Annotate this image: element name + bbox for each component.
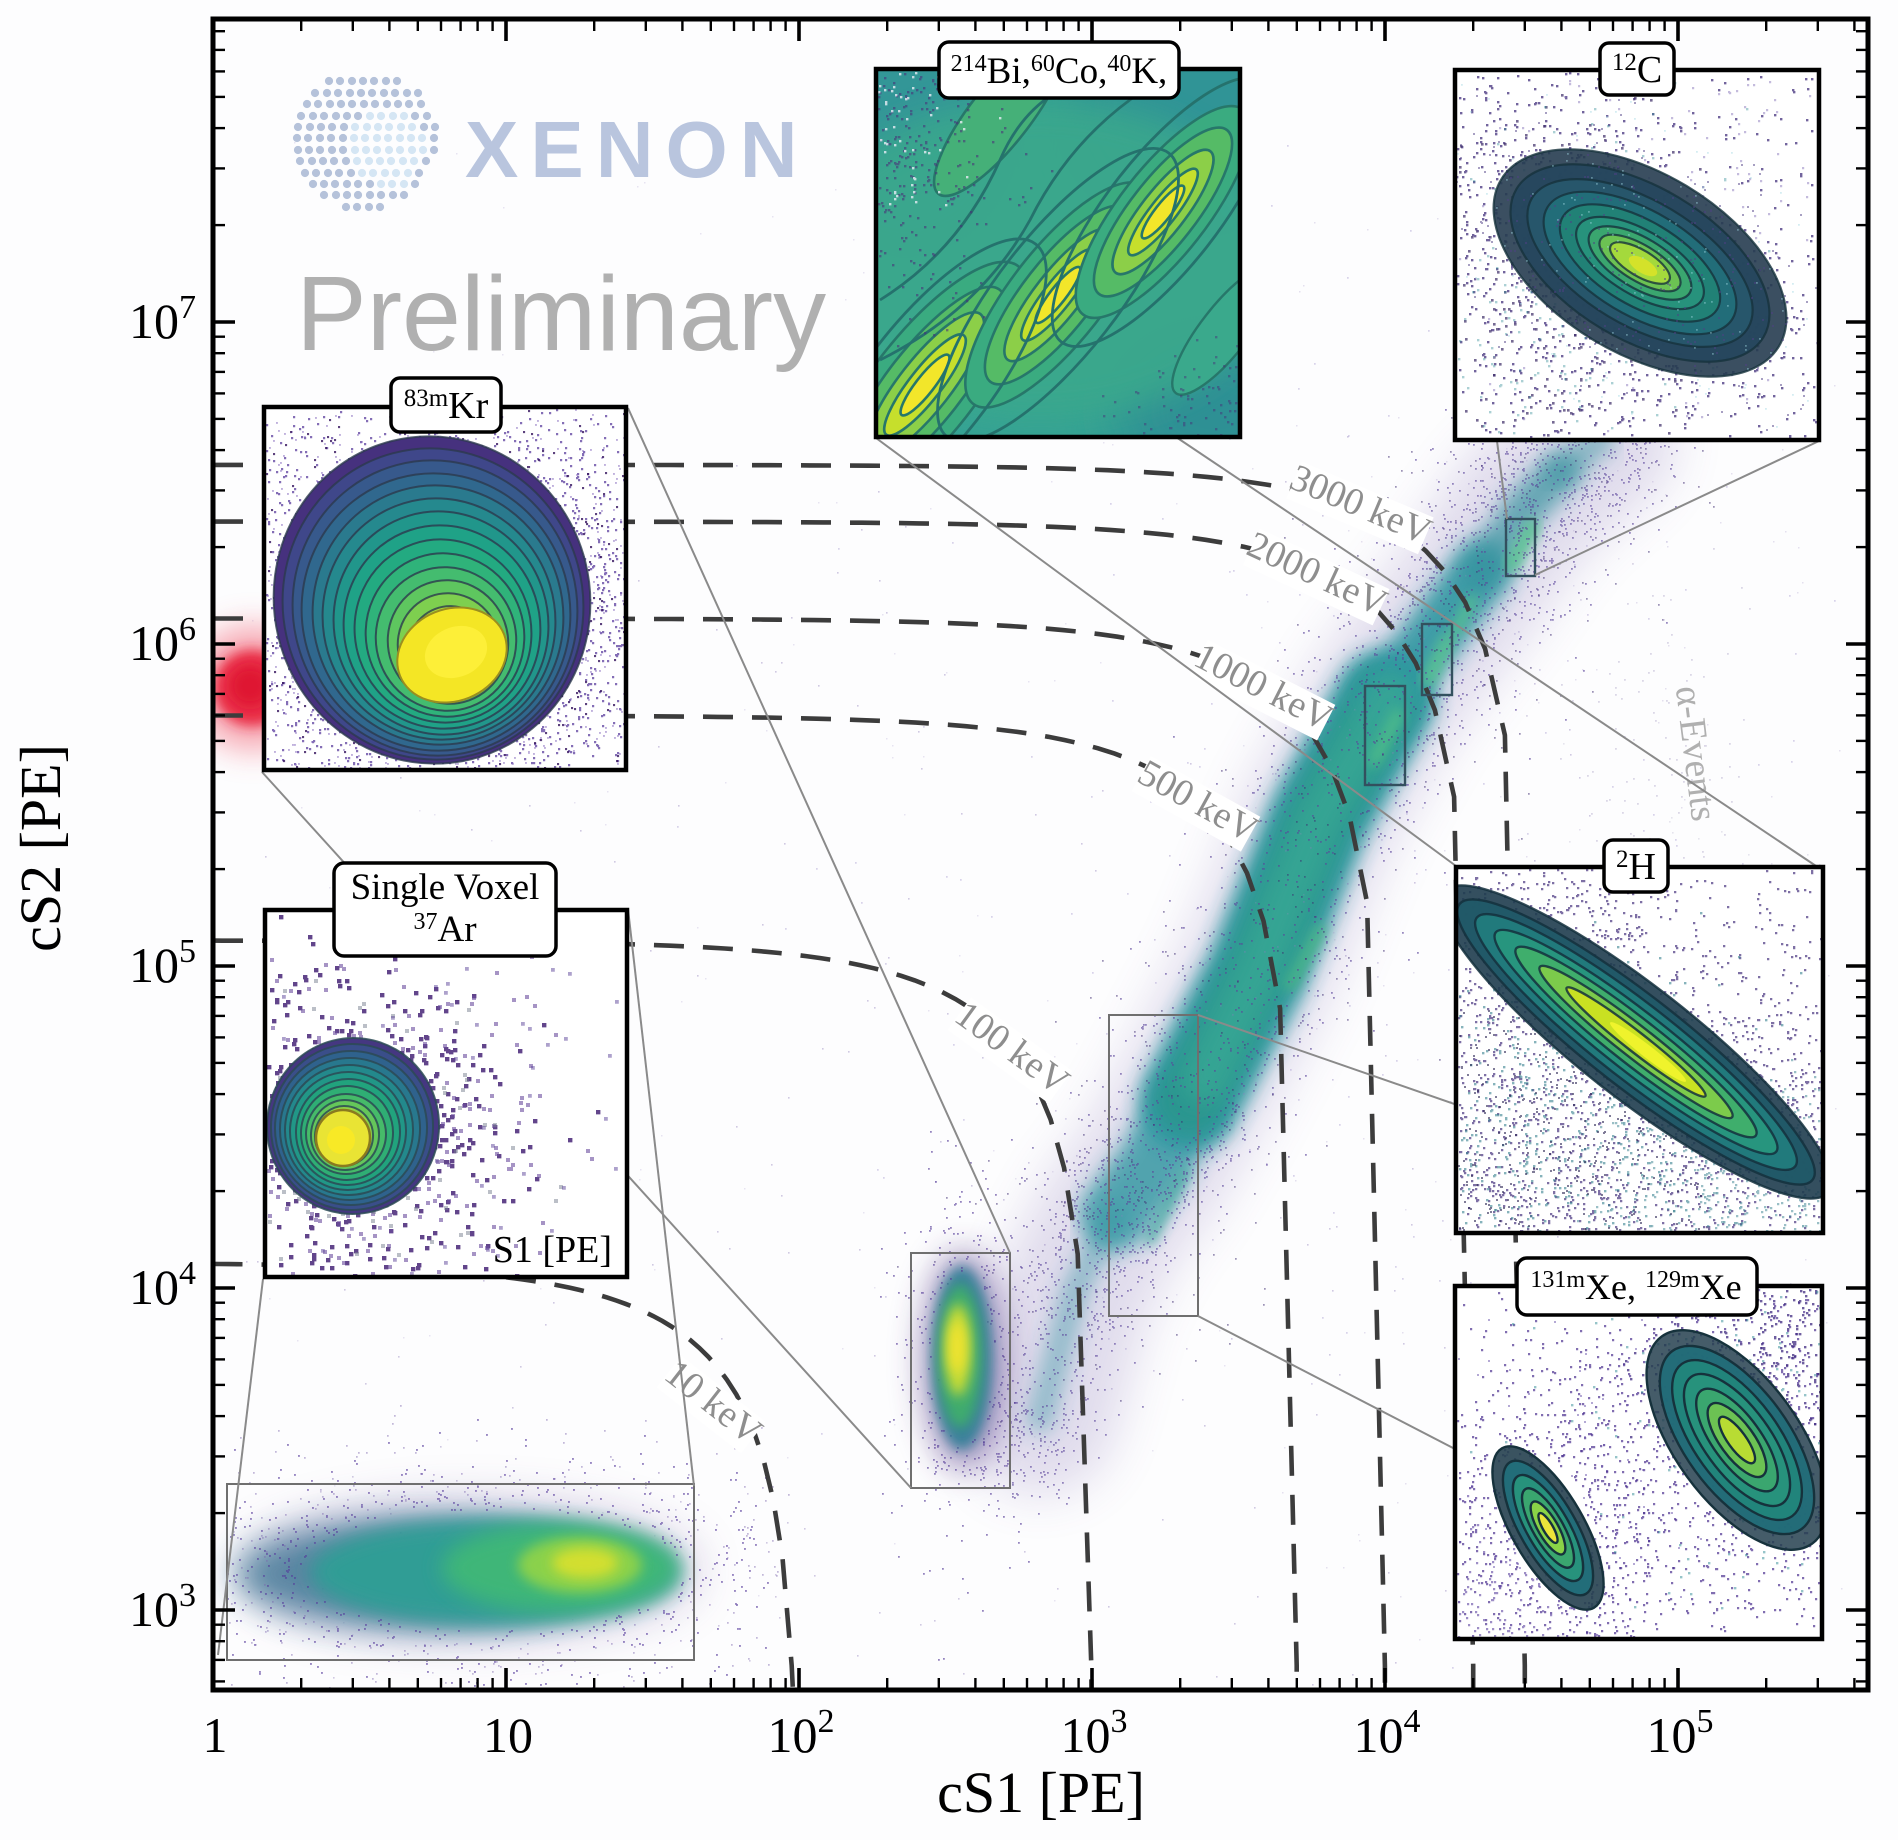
svg-text:1: 1 [203, 1707, 228, 1763]
svg-text:2H: 2H [1616, 846, 1656, 888]
svg-text:cS2 [PE]: cS2 [PE] [8, 744, 73, 952]
svg-text:S1 [PE]: S1 [PE] [493, 1229, 612, 1271]
svg-text:102: 102 [768, 1703, 835, 1763]
svg-text:37Ar: 37Ar [413, 909, 476, 950]
svg-text:12C: 12C [1612, 49, 1662, 91]
svg-text:104: 104 [1354, 1703, 1421, 1763]
svg-text:10: 10 [483, 1707, 533, 1763]
svg-text:XENON: XENON [465, 105, 810, 194]
svg-text:Preliminary: Preliminary [296, 255, 826, 373]
svg-text:105: 105 [129, 933, 196, 993]
svg-text:Single Voxel: Single Voxel [351, 867, 540, 908]
svg-text:214Bi,60Co,40K,: 214Bi,60Co,40K, [951, 51, 1168, 92]
svg-text:131mXe, 129mXe: 131mXe, 129mXe [1530, 1267, 1741, 1307]
svg-text:83mKr: 83mKr [404, 385, 489, 427]
svg-text:cS1 [PE]: cS1 [PE] [937, 1760, 1145, 1825]
